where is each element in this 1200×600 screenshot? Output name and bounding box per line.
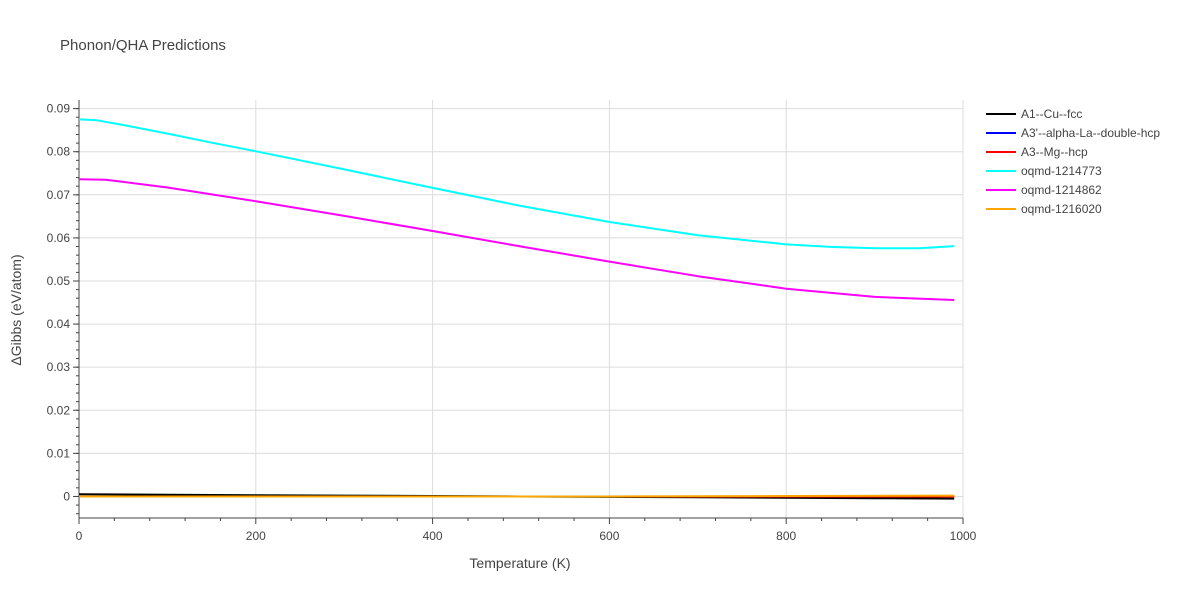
legend-label: oqmd-1216020	[1021, 202, 1102, 216]
axes	[73, 100, 964, 524]
legend-label: A1--Cu--fcc	[1021, 107, 1082, 121]
grid	[79, 100, 964, 518]
plot-area	[78, 118, 955, 500]
legend-item[interactable]: A1--Cu--fcc	[986, 107, 1082, 121]
tick-labels: 0 200 400 600 800 1000 0 0.01 0.02 0.03 0.04 0.05 0.…	[47, 102, 977, 543]
x-tick-label: 1000	[950, 529, 977, 543]
y-tick-label: 0.05	[47, 274, 71, 288]
x-axis-label: Temperature (K)	[469, 555, 570, 571]
y-tick-label: 0	[63, 489, 70, 503]
legend-label: oqmd-1214773	[1021, 164, 1102, 178]
legend-item[interactable]: oqmd-1214773	[986, 164, 1102, 178]
x-tick-label: 800	[776, 529, 796, 543]
x-tick-label: 200	[246, 529, 266, 543]
legend[interactable]: A1--Cu--fcc A3'--alpha-La--double-hcp A3--…	[986, 107, 1160, 216]
x-tick-label: 0	[76, 529, 83, 543]
legend-label: A3--Mg--hcp	[1021, 145, 1088, 159]
y-axis-label: ΔGibbs (eV/atom)	[8, 254, 24, 365]
legend-label: oqmd-1214862	[1021, 183, 1102, 197]
series-line-oqmd-1214773[interactable]	[78, 118, 955, 250]
legend-item[interactable]: oqmd-1216020	[986, 202, 1102, 216]
series-line-oqmd-1216020[interactable]	[79, 494, 955, 498]
chart-title: Phonon/QHA Predictions	[60, 37, 226, 54]
y-tick-label: 0.04	[47, 317, 71, 331]
y-tick-label: 0.08	[47, 145, 71, 159]
series-line-oqmd-1214862[interactable]	[78, 178, 955, 301]
x-tick-label: 400	[423, 529, 443, 543]
y-tick-label: 0.07	[47, 188, 71, 202]
x-tick-label: 600	[599, 529, 619, 543]
legend-item[interactable]: oqmd-1214862	[986, 183, 1102, 197]
y-tick-label: 0.02	[47, 403, 71, 417]
legend-item[interactable]: A3'--alpha-La--double-hcp	[986, 126, 1160, 140]
y-tick-label: 0.01	[47, 446, 71, 460]
legend-item[interactable]: A3--Mg--hcp	[986, 145, 1088, 159]
y-tick-label: 0.03	[47, 360, 71, 374]
legend-label: A3'--alpha-La--double-hcp	[1021, 126, 1160, 140]
y-tick-label: 0.09	[47, 102, 71, 116]
y-tick-label: 0.06	[47, 231, 71, 245]
